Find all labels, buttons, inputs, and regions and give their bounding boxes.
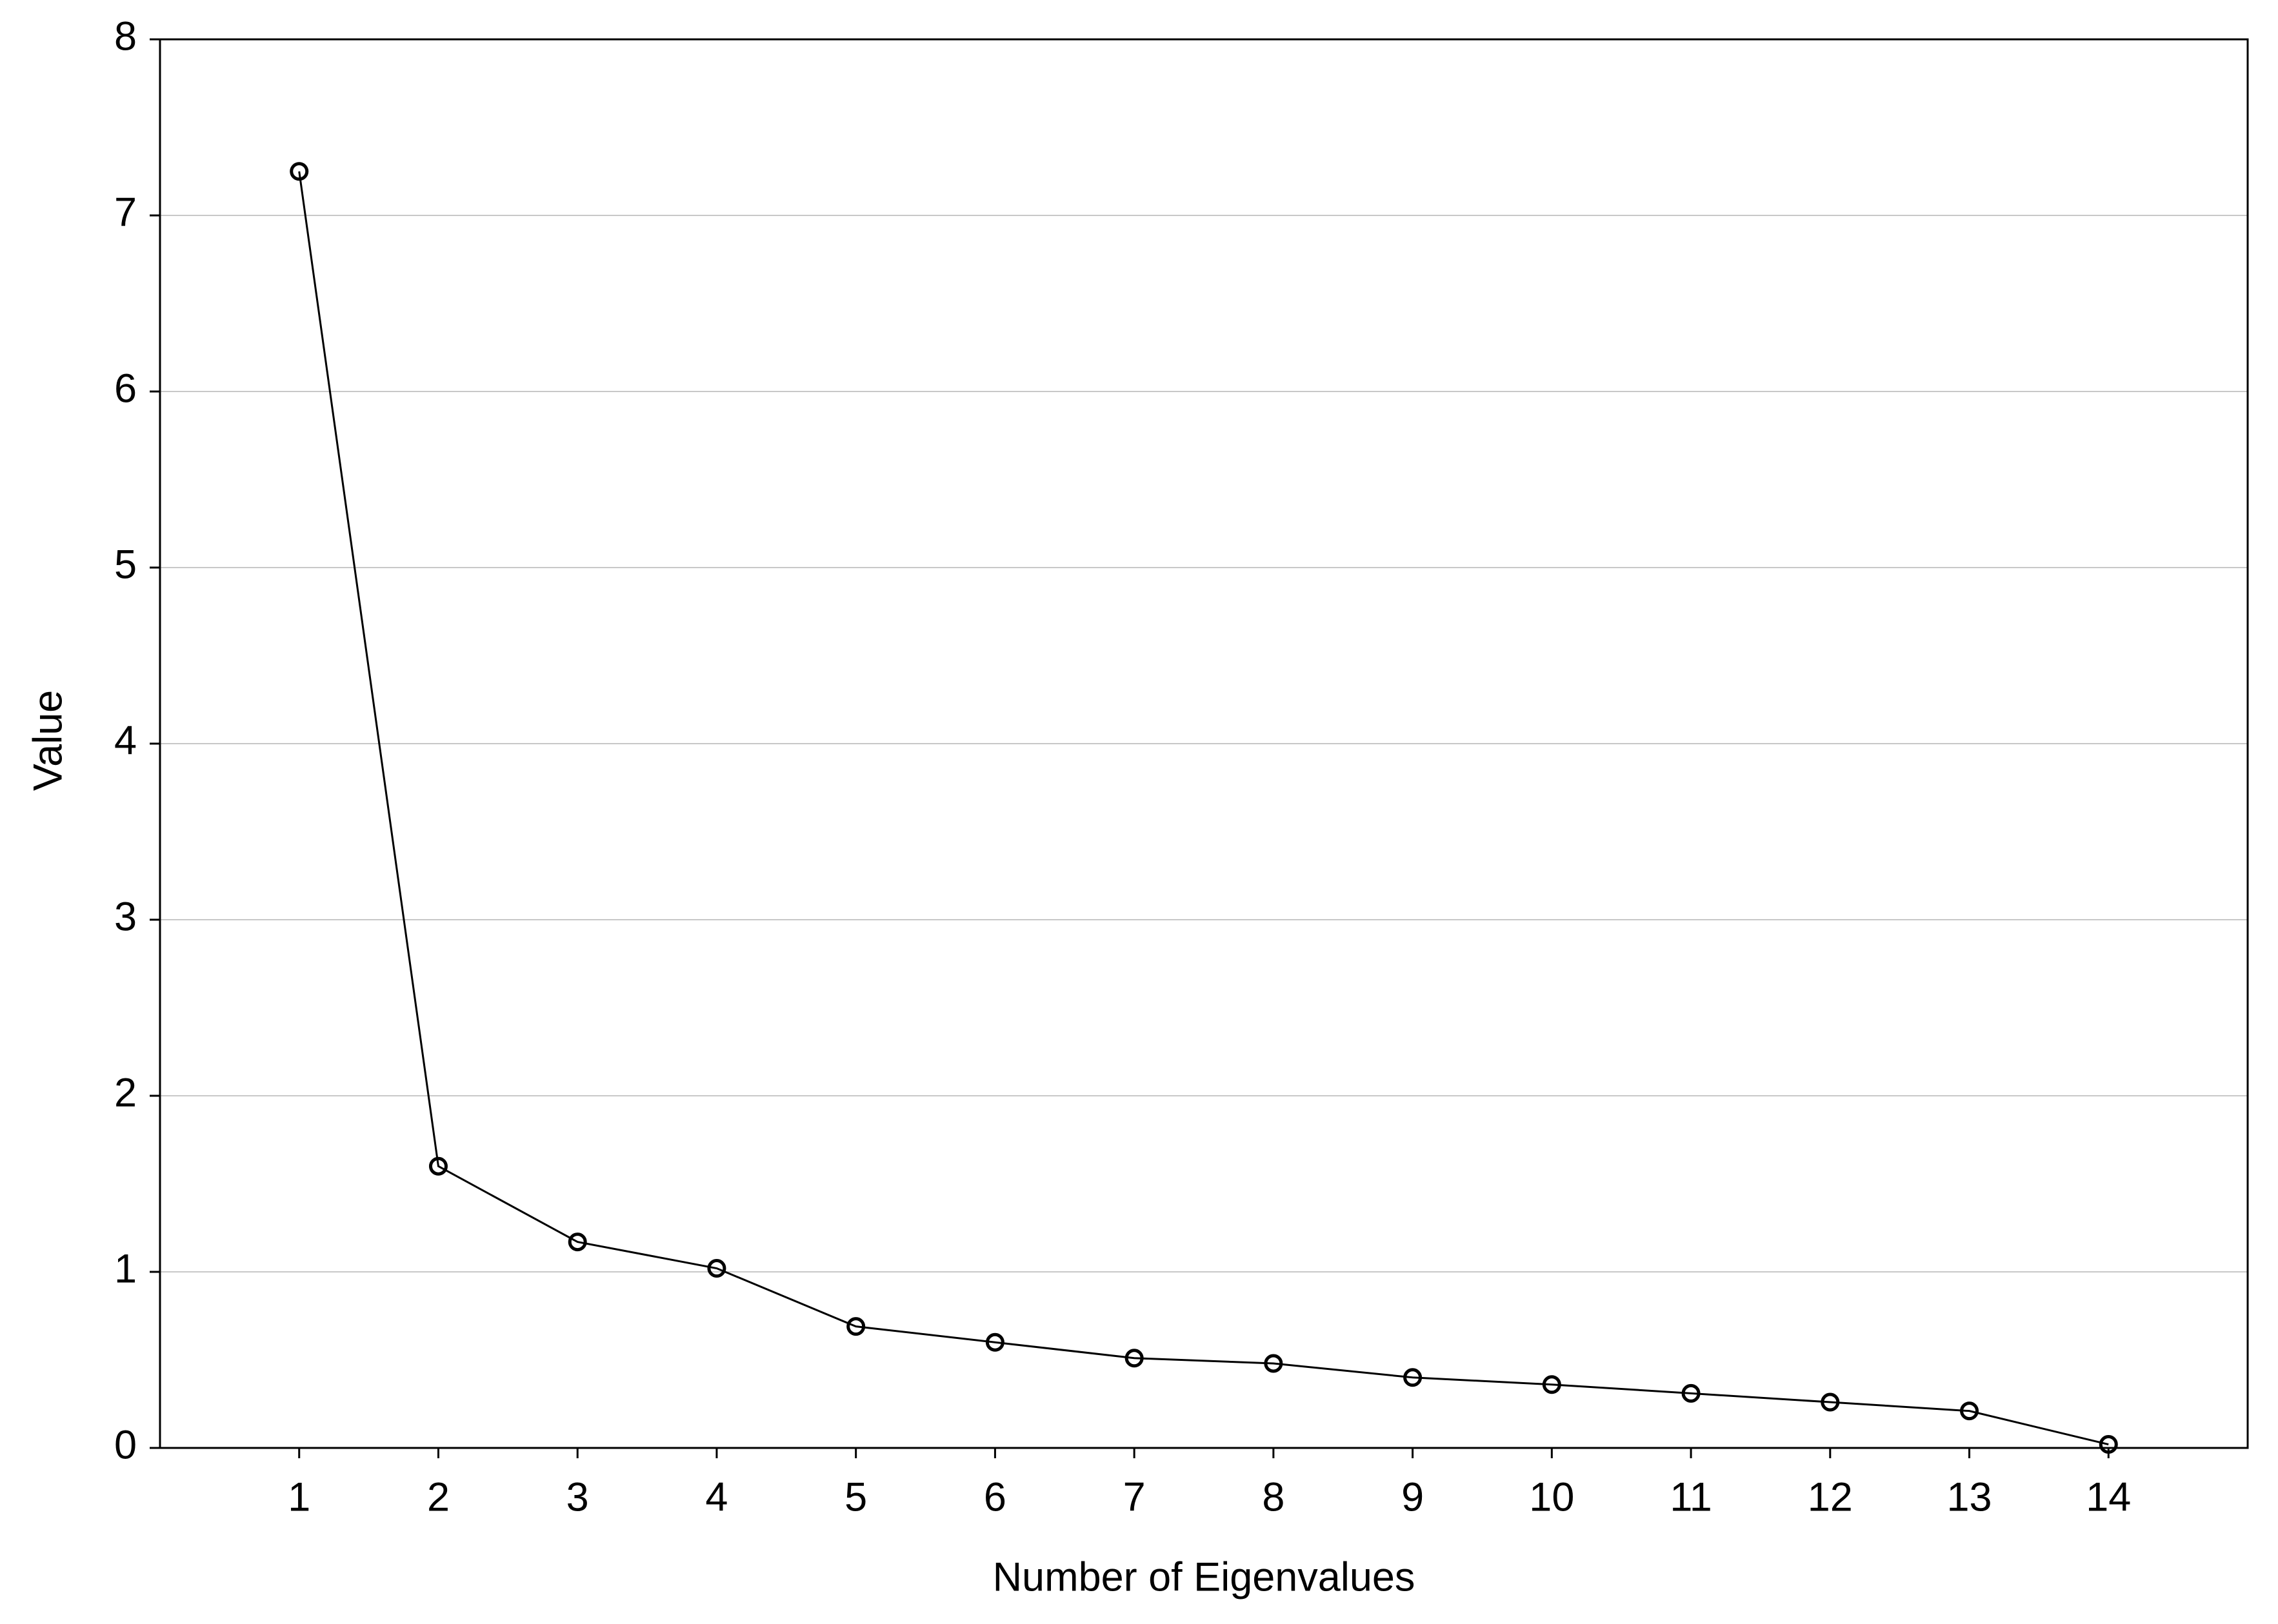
y-tick-label: 3: [114, 895, 137, 940]
data-point: [1264, 1354, 1283, 1373]
y-tick-label: 4: [114, 718, 137, 764]
data-point: [1960, 1401, 1979, 1421]
data-point: [290, 162, 309, 181]
y-tick-label: 1: [114, 1247, 137, 1292]
x-tick-label: 10: [1529, 1475, 1574, 1520]
x-tick-label: 7: [1123, 1475, 1146, 1520]
data-point: [1542, 1375, 1561, 1394]
x-tick-label: 11: [1670, 1475, 1712, 1520]
x-tick-label: 5: [844, 1475, 867, 1520]
data-point: [846, 1317, 866, 1336]
x-axis-title: Number of Eigenvalues: [993, 1555, 1415, 1600]
data-point: [2099, 1435, 2118, 1454]
plot-frame: [159, 38, 2249, 1449]
y-axis-title: Value: [26, 690, 71, 791]
x-tick-label: 6: [984, 1475, 1006, 1520]
data-point: [1403, 1368, 1423, 1387]
data-point: [428, 1156, 448, 1176]
data-point: [568, 1233, 587, 1252]
y-tick-label: 5: [114, 542, 137, 588]
y-tick-label: 2: [114, 1071, 137, 1116]
data-point: [985, 1332, 1004, 1352]
y-tick-label: 0: [114, 1423, 137, 1468]
data-line: [298, 171, 2109, 1445]
x-tick-label: 8: [1262, 1475, 1284, 1520]
y-tick-label: 7: [114, 190, 137, 235]
data-point: [707, 1259, 726, 1278]
x-tick-label: 12: [1808, 1475, 1853, 1520]
x-tick-label: 9: [1401, 1475, 1424, 1520]
y-tick-label: 6: [114, 366, 137, 411]
x-tick-label: 14: [2086, 1475, 2131, 1520]
data-point: [1124, 1349, 1144, 1368]
data-point: [1681, 1383, 1701, 1403]
x-tick-label: 13: [1946, 1475, 1992, 1520]
data-point: [1821, 1392, 1840, 1412]
x-tick-label: 3: [566, 1475, 589, 1520]
x-tick-label: 2: [427, 1475, 450, 1520]
x-tick-label: 1: [288, 1475, 310, 1520]
x-tick-label: 4: [705, 1475, 728, 1520]
y-tick-label: 8: [114, 14, 137, 59]
